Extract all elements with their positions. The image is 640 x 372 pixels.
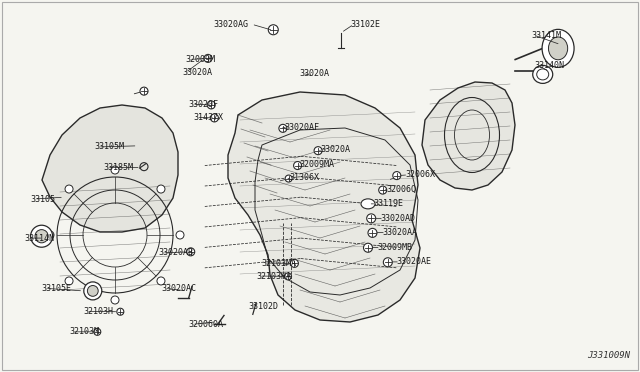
Circle shape <box>393 171 401 180</box>
Circle shape <box>111 296 119 304</box>
Ellipse shape <box>88 285 98 296</box>
Text: 32009M: 32009M <box>186 55 216 64</box>
Circle shape <box>379 186 387 194</box>
Ellipse shape <box>35 230 48 243</box>
Circle shape <box>46 231 54 239</box>
Ellipse shape <box>84 282 102 300</box>
Circle shape <box>157 277 165 285</box>
Ellipse shape <box>532 65 553 83</box>
Text: 33020A: 33020A <box>300 69 330 78</box>
Circle shape <box>367 214 376 223</box>
Text: 33020A: 33020A <box>320 145 350 154</box>
Text: 32103H: 32103H <box>83 307 113 316</box>
Text: 33102D: 33102D <box>248 302 278 311</box>
Circle shape <box>285 175 292 182</box>
Text: 33185M: 33185M <box>104 163 134 172</box>
Circle shape <box>368 228 377 237</box>
Ellipse shape <box>31 225 52 247</box>
Circle shape <box>279 124 287 132</box>
Circle shape <box>157 185 165 193</box>
Circle shape <box>314 147 322 155</box>
Polygon shape <box>42 105 178 232</box>
Circle shape <box>111 166 119 174</box>
Text: 33020F: 33020F <box>189 100 219 109</box>
Circle shape <box>285 273 291 280</box>
Text: 33020AE: 33020AE <box>397 257 432 266</box>
Text: 32006Q: 32006Q <box>386 185 416 194</box>
Text: 33020A: 33020A <box>182 68 212 77</box>
Circle shape <box>187 248 195 256</box>
Circle shape <box>211 114 218 122</box>
Ellipse shape <box>542 29 574 67</box>
Text: J331009N: J331009N <box>587 351 630 360</box>
Polygon shape <box>228 92 420 322</box>
Circle shape <box>268 25 278 35</box>
Circle shape <box>207 101 215 109</box>
Text: 33020AD: 33020AD <box>381 214 416 223</box>
Polygon shape <box>422 82 515 190</box>
Circle shape <box>140 87 148 95</box>
Text: 33020AA: 33020AA <box>383 228 418 237</box>
Text: 33102E: 33102E <box>351 20 381 29</box>
Text: 33114N: 33114N <box>24 234 54 243</box>
Text: 32006X: 32006X <box>405 170 435 179</box>
Text: 320060A: 320060A <box>189 320 224 329</box>
Text: 33105E: 33105E <box>42 284 72 293</box>
Text: 32103MA: 32103MA <box>261 259 296 267</box>
Text: 32103HA: 32103HA <box>256 272 291 280</box>
Circle shape <box>294 161 301 170</box>
Circle shape <box>176 231 184 239</box>
Ellipse shape <box>361 199 375 209</box>
Text: 33105: 33105 <box>31 195 56 203</box>
Text: 31437X: 31437X <box>193 113 223 122</box>
Ellipse shape <box>548 37 568 60</box>
Text: 33020AF: 33020AF <box>285 123 320 132</box>
Circle shape <box>204 54 212 62</box>
Text: 33020AG: 33020AG <box>213 20 248 29</box>
Text: 33020AC: 33020AC <box>161 284 196 293</box>
Circle shape <box>383 258 392 267</box>
Text: 33105M: 33105M <box>95 142 125 151</box>
Circle shape <box>65 277 73 285</box>
Text: 33119E: 33119E <box>373 199 403 208</box>
Circle shape <box>117 308 124 315</box>
Text: 33140N: 33140N <box>534 61 564 70</box>
Text: 33020AB: 33020AB <box>159 248 194 257</box>
Text: 32103M: 32103M <box>69 327 99 336</box>
Circle shape <box>65 185 73 193</box>
Text: 32009MA: 32009MA <box>300 160 335 169</box>
Circle shape <box>364 243 372 252</box>
Text: 32009MB: 32009MB <box>378 243 413 252</box>
Text: 31306X: 31306X <box>289 173 319 182</box>
Circle shape <box>291 259 298 267</box>
Circle shape <box>94 328 100 335</box>
Text: 33141M: 33141M <box>531 31 561 40</box>
